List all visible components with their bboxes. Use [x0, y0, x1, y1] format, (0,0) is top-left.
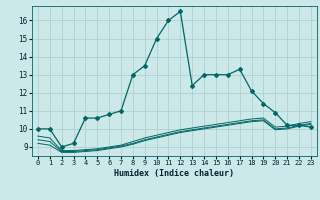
X-axis label: Humidex (Indice chaleur): Humidex (Indice chaleur): [115, 169, 234, 178]
